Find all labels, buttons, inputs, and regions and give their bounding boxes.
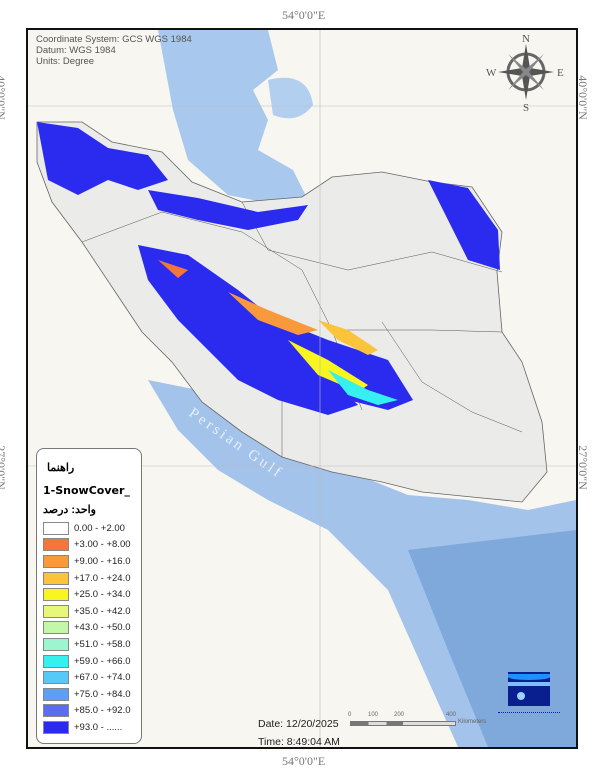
water-company-logo: [508, 672, 550, 706]
legend-item: +35.0 - +42.0: [43, 603, 135, 620]
legend-unit: واحد: درصد: [43, 504, 96, 516]
compass-n: N: [522, 33, 530, 45]
legend-swatch: [43, 538, 69, 552]
legend-swatch: [43, 521, 69, 535]
legend-label: +67.0 - +74.0: [74, 672, 131, 684]
legend-label: +43.0 - +50.0: [74, 622, 131, 634]
legend-item: +3.00 - +8.00: [43, 537, 135, 554]
legend-swatch: [43, 621, 69, 635]
legend-label: +35.0 - +42.0: [74, 605, 131, 617]
garabogaz-bay: [268, 77, 313, 119]
legend-label: +3.00 - +8.00: [74, 539, 131, 551]
legend-swatch: [43, 554, 69, 568]
legend-item: +93.0 - ......: [43, 719, 135, 736]
bottom-longitude-label: 54°0'0"E: [282, 754, 326, 768]
units-text: Units: Degree: [36, 56, 95, 67]
legend-swatch: [43, 720, 69, 734]
scale-tick: 0: [348, 712, 352, 718]
legend-item: +51.0 - +58.0: [43, 636, 135, 653]
datum-text: Datum: WGS 1984: [36, 45, 116, 56]
legend-label: +93.0 - ......: [74, 721, 123, 733]
legend-swatch: [43, 671, 69, 685]
left-lat-south-label: 27°0'0"N: [0, 445, 8, 490]
legend-item: +9.00 - +16.0: [43, 553, 135, 570]
legend-label: +9.00 - +16.0: [74, 555, 131, 567]
legend-label: +17.0 - +24.0: [74, 572, 131, 584]
legend-swatch: [43, 654, 69, 668]
top-longitude-label: 54°0'0"E: [282, 8, 326, 22]
scale-tick: 400: [446, 712, 457, 718]
legend-label: +25.0 - +34.0: [74, 589, 131, 601]
compass-e: E: [557, 67, 564, 79]
compass-w: W: [486, 67, 497, 79]
compass-rose-icon: N S W E: [486, 32, 566, 112]
iran-landmass: [36, 121, 548, 503]
date-text: Date: 12/20/2025: [258, 718, 339, 730]
time-text: Time: 8:49:04 AM: [258, 736, 340, 748]
legend-item: 0.00 - +2.00: [43, 520, 135, 537]
legend-classes: 0.00 - +2.00 +3.00 - +8.00 +9.00 - +16.0 +1…: [43, 520, 135, 736]
legend-swatch: [43, 588, 69, 602]
legend-swatch: [43, 704, 69, 718]
legend-label: +51.0 - +58.0: [74, 638, 131, 650]
scale-bar: 0 100 200 400 Kilometers: [348, 712, 540, 732]
legend-label: +85.0 - +92.0: [74, 705, 131, 717]
snow-cover: [37, 122, 500, 415]
legend-swatch: [43, 604, 69, 618]
coordinate-system-text: Coordinate System: GCS WGS 1984: [36, 34, 192, 45]
legend-item: +17.0 - +24.0: [43, 570, 135, 587]
legend-label: +59.0 - +66.0: [74, 655, 131, 667]
legend-item: +67.0 - +74.0: [43, 669, 135, 686]
legend-layer-name: 1-SnowCover_: [43, 484, 130, 497]
legend: راهنما 1-SnowCover_ واحد: درصد 0.00 - +2…: [36, 448, 142, 744]
legend-label: 0.00 - +2.00: [74, 522, 125, 534]
logo-caption: [498, 710, 560, 713]
legend-item: +85.0 - +92.0: [43, 703, 135, 720]
scale-unit: Kilometers: [458, 719, 487, 725]
legend-item: +75.0 - +84.0: [43, 686, 135, 703]
map-metadata: Coordinate System: GCS WGS 1984 Datum: W…: [36, 34, 192, 67]
compass-s: S: [523, 102, 529, 112]
legend-item: +59.0 - +66.0: [43, 653, 135, 670]
legend-swatch: [43, 637, 69, 651]
scale-tick: 100: [368, 712, 379, 718]
legend-title: راهنما: [47, 462, 75, 474]
snow-cover-partial: [158, 260, 398, 405]
left-lat-north-label: 40°0'0"N: [0, 75, 8, 120]
legend-swatch: [43, 571, 69, 585]
scale-tick: 200: [394, 712, 405, 718]
legend-swatch: [43, 687, 69, 701]
legend-item: +43.0 - +50.0: [43, 620, 135, 637]
legend-label: +75.0 - +84.0: [74, 688, 131, 700]
caspian-sea: [158, 30, 308, 205]
legend-item: +25.0 - +34.0: [43, 586, 135, 603]
map-frame[interactable]: Persian Gulf Coordinate System: GCS WGS …: [26, 28, 578, 749]
